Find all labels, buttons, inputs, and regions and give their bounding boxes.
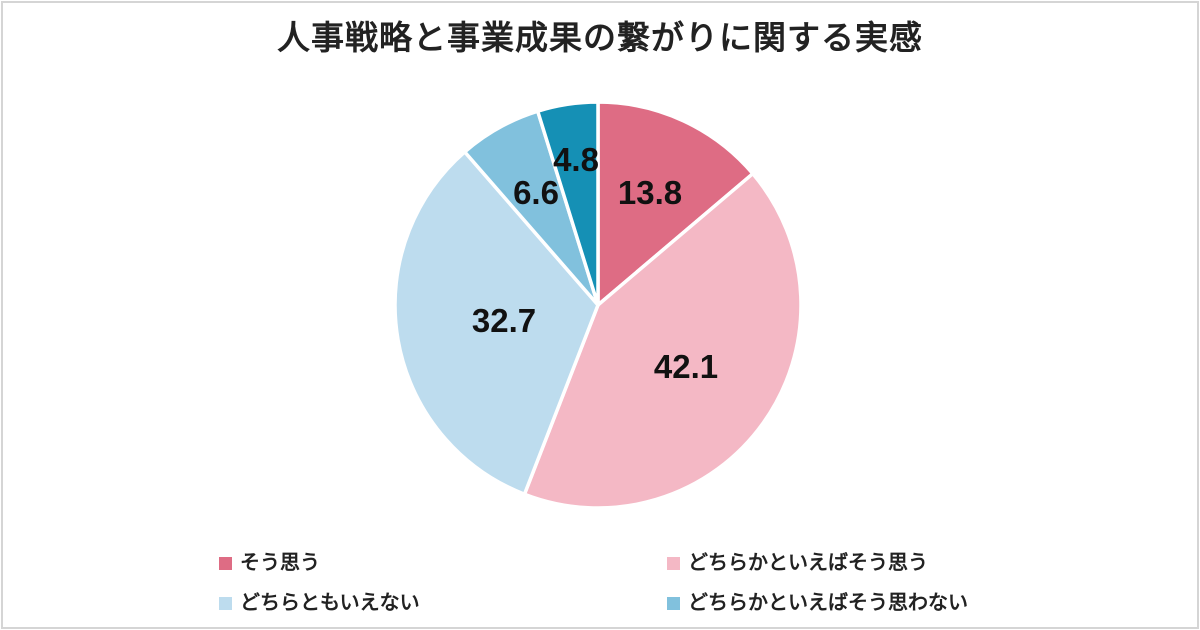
legend-label: どちらともいえない [240,592,420,614]
pie-chart [383,90,813,520]
legend-item-4: どちらかといえばそう思わない [667,591,968,615]
pie-value-label-4: 6.6 [513,174,559,211]
pie-slice-5 [535,100,600,307]
pie-value-label-5: 4.8 [553,141,599,178]
pie-value-label-3: 32.7 [471,302,537,339]
pie-slice-3 [393,150,600,496]
pie-slice-2 [522,171,803,510]
pie-slice-1 [596,100,755,307]
legend-swatch-icon [667,556,680,570]
pie-value-label-2: 42.1 [653,348,719,385]
legend-swatch-icon [219,556,232,570]
legend-label: どちらかといえばそう思う [688,552,928,574]
legend-item-3: どちらともいえない [219,591,420,615]
pie-chart-svg [393,100,803,510]
chart-title: 人事戦略と事業成果の繋がりに関する実感 [277,19,923,56]
legend-label: そう思う [240,552,320,574]
legend-item-1: そう思う [219,551,320,575]
legend-item-2: どちらかといえばそう思う [667,551,928,575]
legend-swatch-icon [219,596,232,610]
pie-value-label-1: 13.8 [617,174,683,211]
legend-label: どちらかといえばそう思わない [688,592,968,614]
legend-swatch-icon [667,596,680,610]
